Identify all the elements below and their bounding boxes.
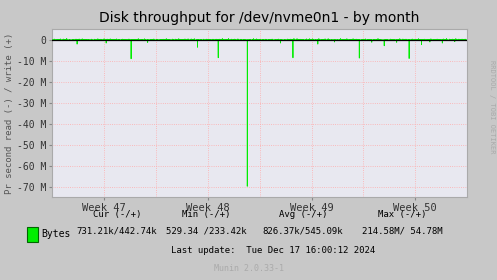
- Text: 731.21k/442.74k: 731.21k/442.74k: [77, 227, 157, 235]
- Text: 826.37k/545.09k: 826.37k/545.09k: [263, 227, 343, 235]
- Text: Bytes: Bytes: [41, 229, 71, 239]
- Text: 214.58M/ 54.78M: 214.58M/ 54.78M: [362, 227, 443, 235]
- Text: Cur (-/+): Cur (-/+): [92, 210, 141, 219]
- Title: Disk throughput for /dev/nvme0n1 - by month: Disk throughput for /dev/nvme0n1 - by mo…: [99, 11, 420, 25]
- Text: RRDTOOL / TOBI OETIKER: RRDTOOL / TOBI OETIKER: [489, 60, 495, 153]
- Text: Min (-/+): Min (-/+): [182, 210, 231, 219]
- Text: Avg (-/+): Avg (-/+): [279, 210, 328, 219]
- Text: Munin 2.0.33-1: Munin 2.0.33-1: [214, 264, 283, 273]
- Text: Last update:  Tue Dec 17 16:00:12 2024: Last update: Tue Dec 17 16:00:12 2024: [171, 246, 375, 255]
- Text: Max (-/+): Max (-/+): [378, 210, 427, 219]
- Y-axis label: Pr second read (-) / write (+): Pr second read (-) / write (+): [5, 33, 14, 194]
- Text: 529.34 /233.42k: 529.34 /233.42k: [166, 227, 247, 235]
